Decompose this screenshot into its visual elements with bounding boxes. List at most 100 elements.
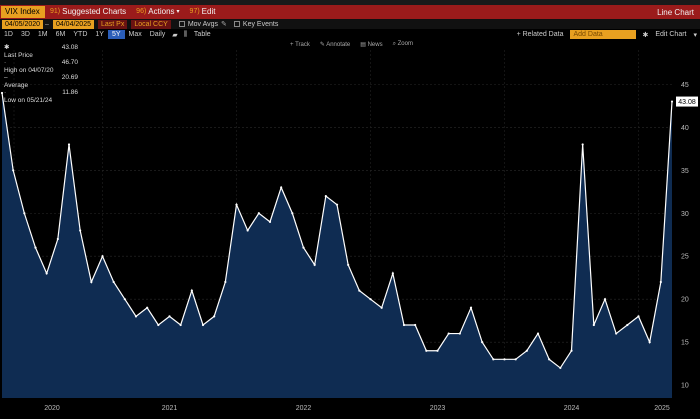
legend-avg-value: 20.69 xyxy=(61,74,78,81)
zoom-tool[interactable]: ⌕ Zoom xyxy=(392,41,413,47)
security-field[interactable]: VIX Index xyxy=(1,6,45,18)
tools-row: + Track ✎ Annotate ▤ News ⌕ Zoom xyxy=(0,40,700,49)
data-point xyxy=(34,246,37,249)
data-point xyxy=(101,255,104,258)
legend-avg-label: – Average xyxy=(4,74,29,89)
data-point xyxy=(570,349,573,352)
mov-avgs-label: Mov Avgs xyxy=(187,20,219,28)
data-point xyxy=(146,306,149,309)
data-point xyxy=(469,306,473,309)
date-dash: – xyxy=(45,20,49,28)
key-events-checkbox[interactable] xyxy=(233,21,240,27)
legend-low: · Low on 05/21/24 11.86 xyxy=(4,89,78,104)
legend-last-value: 43.08 xyxy=(61,44,78,51)
add-data-input[interactable]: Add Data xyxy=(570,30,637,39)
period-1d[interactable]: 1D xyxy=(4,31,13,38)
y-tick-label: 20 xyxy=(681,297,689,304)
data-point xyxy=(458,332,461,335)
period-1y[interactable]: 1Y xyxy=(95,31,104,38)
x-tick-label: 2020 xyxy=(44,405,60,412)
data-point xyxy=(447,332,450,335)
data-point xyxy=(347,263,350,266)
news-tool[interactable]: ▤ News xyxy=(360,42,383,48)
data-point xyxy=(414,323,417,327)
annotate-tool[interactable]: ✎ Annotate xyxy=(319,42,351,48)
data-point xyxy=(268,220,272,223)
data-point xyxy=(648,341,651,344)
bar-chart-icon[interactable]: ⫼ xyxy=(183,30,187,38)
data-point xyxy=(112,280,115,284)
data-point xyxy=(581,143,584,146)
data-point xyxy=(559,366,562,370)
x-tick-label: 2023 xyxy=(430,405,446,412)
related-data-button[interactable]: + Related Data xyxy=(516,31,564,38)
actions-button[interactable]: 96) Actions ▾ xyxy=(131,5,184,19)
data-point xyxy=(637,315,640,318)
x-tick-label: 2021 xyxy=(162,405,178,412)
table-button[interactable]: Table xyxy=(193,31,211,38)
suggested-charts-button[interactable]: 91) Suggested Charts xyxy=(45,5,131,19)
track-label: Track xyxy=(295,41,310,48)
suggested-label: Suggested Charts xyxy=(62,7,127,16)
period-3d[interactable]: 3D xyxy=(20,31,30,38)
legend-high-label: · High on 04/07/20 xyxy=(4,59,54,74)
period-max[interactable]: Max xyxy=(128,31,142,38)
data-point xyxy=(481,341,484,344)
data-point xyxy=(280,186,283,189)
legend-avg: – Average 20.69 xyxy=(4,74,78,89)
data-point xyxy=(626,323,629,327)
y-tick-label: 10 xyxy=(681,383,689,390)
row3-right: + Related Data Add Data ✱ Edit Chart ▾ xyxy=(513,30,700,39)
last-price-tag xyxy=(676,96,698,107)
chevron-down-icon[interactable]: ▾ xyxy=(693,31,697,39)
y-tick-label: 15 xyxy=(681,340,689,347)
track-tool[interactable]: + Track xyxy=(290,41,310,48)
data-point xyxy=(402,323,406,327)
data-point xyxy=(56,237,59,241)
y-tick-label: 40 xyxy=(681,125,689,132)
period-6m[interactable]: 6M xyxy=(55,31,66,38)
period-row: 1D 3D 1M 6M YTD 1Y 5Y Max Daily ▰ ⫼ Tabl… xyxy=(0,29,700,40)
data-point xyxy=(425,349,428,352)
legend-last-label: ✱ Last Price xyxy=(4,44,33,59)
data-point xyxy=(670,100,674,103)
pencil-icon[interactable]: ✎ xyxy=(221,21,227,28)
mov-avgs-checkbox[interactable] xyxy=(178,21,185,27)
chart-legend: ✱ Last Price 43.08 · High on 04/07/20 46… xyxy=(4,44,78,104)
period-5y[interactable]: 5Y xyxy=(107,30,125,39)
data-point xyxy=(391,272,394,275)
x-tick-label: 2024 xyxy=(564,405,580,412)
frequency-select[interactable]: Daily xyxy=(149,31,166,38)
currency-select[interactable]: Local CCY xyxy=(131,19,171,29)
period-ytd[interactable]: YTD xyxy=(73,31,88,38)
edit-chart-button[interactable]: Edit Chart xyxy=(655,31,687,38)
data-point xyxy=(90,280,93,284)
last-price-tag-label: 43.08 xyxy=(678,99,696,106)
actions-label: Actions xyxy=(148,7,175,16)
data-point xyxy=(201,323,205,327)
data-point xyxy=(302,246,305,249)
period-1m[interactable]: 1M xyxy=(37,31,48,38)
y-tick-label: 30 xyxy=(681,211,689,218)
data-point xyxy=(0,91,4,95)
y-tick-label: 35 xyxy=(681,168,689,175)
data-point xyxy=(335,203,339,206)
data-point xyxy=(168,315,171,318)
data-point xyxy=(246,229,249,232)
data-point xyxy=(380,306,383,309)
legend-low-label: · Low on 05/21/24 xyxy=(4,89,53,104)
controls-row: 04/05/2020 – 04/04/2025 Last Px Local CC… xyxy=(0,19,700,29)
data-point xyxy=(503,358,506,361)
settings-icon[interactable]: ✱ xyxy=(642,31,649,39)
data-point xyxy=(492,358,495,361)
legend-high-value: 46.70 xyxy=(61,59,78,66)
field-select[interactable]: Last Px xyxy=(98,19,128,29)
chart-style-icon[interactable]: ▰ xyxy=(172,31,178,39)
end-date-input[interactable]: 04/04/2025 xyxy=(52,19,94,29)
edit-button[interactable]: 97) Edit xyxy=(185,5,221,19)
series-area xyxy=(2,92,672,399)
annotate-label: Annotate xyxy=(326,42,351,48)
data-point xyxy=(12,169,15,172)
start-date-input[interactable]: 04/05/2020 xyxy=(2,19,44,29)
